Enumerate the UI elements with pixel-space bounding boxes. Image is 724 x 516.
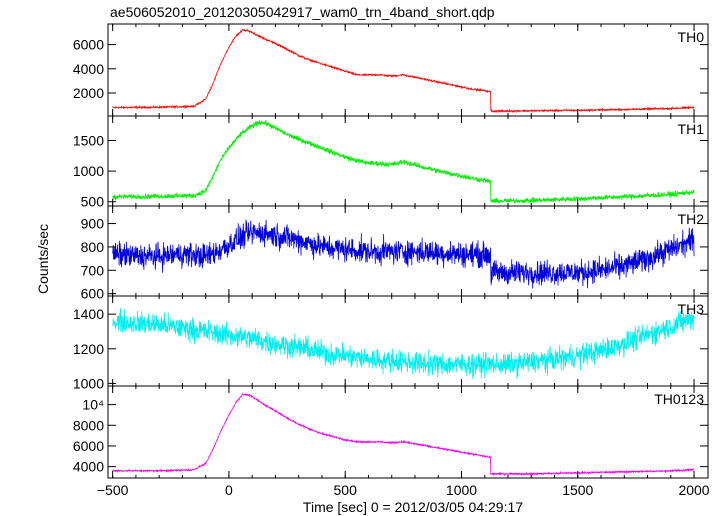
panel-frame [107, 23, 709, 117]
x-tick-label: 0 [225, 482, 233, 498]
panel-frame [107, 115, 709, 207]
x-axis-label: Time [sec] 0 = 2012/03/05 04:29:17 [303, 499, 523, 515]
series-th3-line [112, 308, 695, 380]
y-tick-label: 800 [81, 239, 105, 255]
series-th1-line [112, 119, 695, 204]
y-tick-label: 1400 [73, 306, 104, 322]
x-axis: −500 0 500 1000 1500 2000 [97, 482, 710, 498]
y-tick-label: 1200 [73, 341, 104, 357]
x-tick-label: 2000 [678, 482, 709, 498]
y-tick-label: 4000 [73, 61, 104, 77]
y-tick-label: 900 [81, 216, 105, 232]
chart-title: ae506052010_20120305042917_wam0_trn_4ban… [110, 4, 495, 20]
x-tick-label: 1000 [446, 482, 477, 498]
y-tick-label: 700 [81, 262, 105, 278]
panel-th0: 2000 4000 6000 TH0 [73, 23, 709, 117]
panel-th1: 500 1000 1500 TH1 [73, 115, 709, 210]
panels-group: 2000 4000 6000 TH0 500 1000 1500 TH1 600 700 800 90… [73, 23, 709, 479]
y-tick-label: 1000 [73, 163, 104, 179]
panel-label: TH3 [678, 301, 705, 317]
panel-frame [107, 385, 709, 479]
x-tick-label: −500 [97, 482, 129, 498]
y-tick-label: 6000 [73, 37, 104, 53]
y-tick-label: 10⁴ [82, 397, 104, 413]
x-tick-label: 500 [334, 482, 358, 498]
panel-label: TH0 [678, 29, 705, 45]
y-axis-label: Counts/sec [35, 224, 51, 294]
panel-th0123: 4000 6000 8000 10⁴ TH0123 [73, 385, 709, 479]
y-tick-label: 500 [81, 194, 105, 210]
y-tick-label: 1500 [73, 132, 104, 148]
x-tick-label: 1500 [562, 482, 593, 498]
y-tick-label: 2000 [73, 85, 104, 101]
y-tick-label: 8000 [73, 417, 104, 433]
y-tick-label: 6000 [73, 438, 104, 454]
panel-th3: 1000 1200 1400 TH3 [73, 295, 709, 391]
panel-label: TH0123 [654, 391, 704, 407]
panel-label: TH1 [678, 121, 705, 137]
y-tick-label: 600 [81, 286, 105, 302]
y-tick-label: 1000 [73, 375, 104, 391]
panel-label: TH2 [678, 211, 705, 227]
series-th0123-line [112, 392, 695, 477]
panel-th2: 600 700 800 900 TH2 [81, 205, 709, 302]
series-th2-line [112, 219, 695, 289]
y-tick-label: 4000 [73, 459, 104, 475]
series-th0-line [112, 28, 695, 114]
